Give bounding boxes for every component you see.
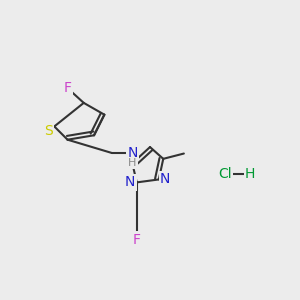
Text: H: H (245, 167, 255, 181)
Text: N: N (127, 146, 137, 160)
Text: N: N (125, 176, 136, 189)
Text: F: F (64, 81, 72, 95)
Text: H: H (128, 158, 136, 168)
Text: S: S (44, 124, 53, 138)
Text: Cl: Cl (218, 167, 232, 181)
Text: N: N (160, 172, 170, 186)
Text: F: F (133, 233, 141, 247)
